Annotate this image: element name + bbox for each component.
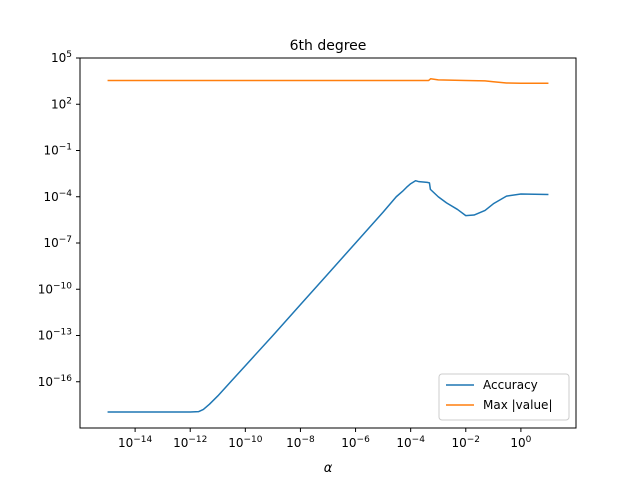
x-tick-label: 10−10	[228, 435, 263, 450]
x-axis-label: α	[324, 461, 333, 476]
x-axis: 10−14 10−12 10−10 10−8 10−6 10−4 10−2 100	[118, 428, 532, 450]
x-tick-label: 10−12	[173, 435, 207, 450]
y-tick-label: 10−16	[38, 374, 73, 389]
series-line-max-value	[107, 78, 549, 85]
x-tick-label: 10−6	[341, 435, 370, 450]
y-axis: 10−16 10−13 10−10 10−7 10−4 10−1 102 105	[38, 50, 80, 389]
x-tick-label: 10−14	[118, 435, 153, 450]
x-tick-label: 10−2	[451, 435, 480, 450]
legend: Accuracy Max |value|	[438, 373, 570, 421]
x-tick-label: 10−8	[286, 435, 315, 450]
y-tick-label: 10−10	[38, 281, 73, 296]
x-tick-label: 100	[510, 435, 531, 450]
y-tick-label: 105	[51, 50, 72, 65]
x-tick-label: 10−4	[396, 435, 425, 450]
y-tick-label: 10−13	[38, 328, 72, 343]
y-tick-label: 10−4	[43, 189, 72, 204]
legend-label-max-value: Max |value|	[483, 398, 553, 412]
y-tick-label: 102	[51, 96, 72, 111]
chart-title: 6th degree	[290, 38, 367, 54]
legend-label-accuracy: Accuracy	[483, 378, 538, 392]
series-layer	[107, 78, 549, 413]
y-tick-label: 10−7	[43, 235, 72, 250]
plot-frame	[79, 57, 577, 429]
series-line-accuracy	[107, 179, 549, 413]
y-tick-label: 10−1	[43, 143, 72, 158]
